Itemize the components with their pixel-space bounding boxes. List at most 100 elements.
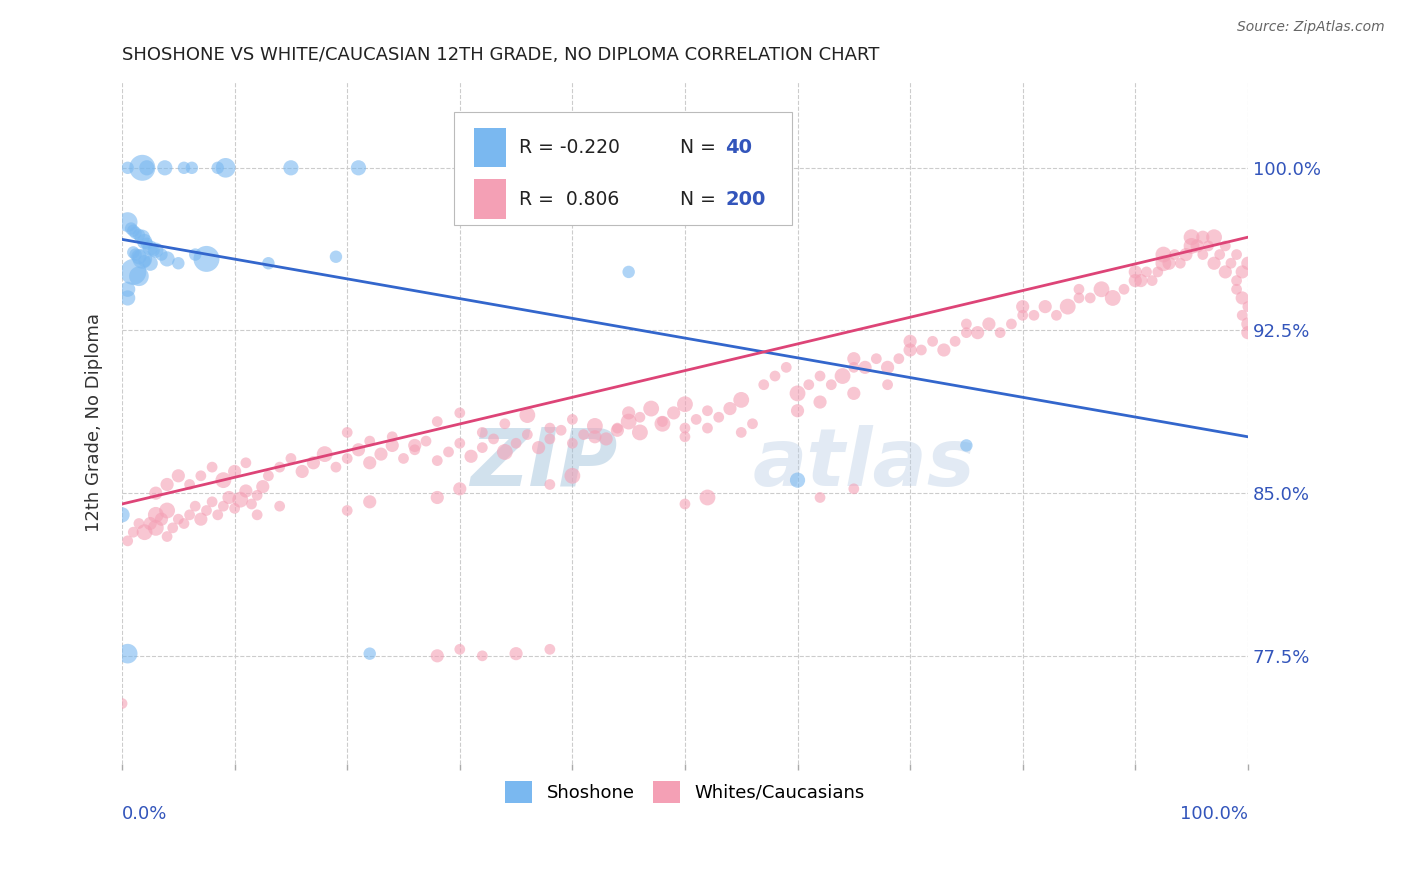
Point xyxy=(1185,239,1208,253)
Point xyxy=(392,451,415,466)
Point xyxy=(190,468,212,483)
Point xyxy=(775,360,797,375)
Point xyxy=(1033,300,1056,314)
Point xyxy=(347,161,370,175)
Point xyxy=(482,432,505,446)
Point xyxy=(898,334,921,349)
Point xyxy=(921,334,943,349)
Point xyxy=(449,406,471,420)
Point xyxy=(606,423,628,437)
Point xyxy=(628,410,651,425)
Point xyxy=(538,477,561,491)
Point xyxy=(797,377,820,392)
Point xyxy=(538,161,561,175)
Point xyxy=(1112,282,1135,296)
Point xyxy=(162,521,184,535)
Point xyxy=(1078,291,1101,305)
Point xyxy=(173,516,195,531)
Point xyxy=(988,326,1011,340)
Point xyxy=(1146,265,1168,279)
Point xyxy=(1191,247,1213,261)
Point xyxy=(606,421,628,435)
Point xyxy=(117,215,139,229)
Point xyxy=(1000,317,1022,331)
Point xyxy=(252,480,274,494)
Point xyxy=(179,508,201,522)
Point xyxy=(943,334,966,349)
Point xyxy=(538,642,561,657)
Point xyxy=(117,533,139,548)
Point xyxy=(685,412,707,426)
Point xyxy=(117,161,139,175)
Point xyxy=(214,161,236,175)
Point xyxy=(1067,291,1090,305)
Point xyxy=(195,503,218,517)
Point xyxy=(150,512,173,526)
Point xyxy=(269,460,291,475)
Point xyxy=(124,247,146,261)
Point xyxy=(842,360,865,375)
Point xyxy=(898,343,921,357)
Point xyxy=(673,397,696,411)
Point xyxy=(1011,300,1033,314)
Point xyxy=(1191,230,1213,244)
Point xyxy=(336,425,359,440)
Point xyxy=(505,436,527,450)
Point xyxy=(696,421,718,435)
Point xyxy=(135,161,157,175)
Point xyxy=(207,508,229,522)
Point xyxy=(876,360,898,375)
Point xyxy=(1237,256,1260,270)
Point xyxy=(325,250,347,264)
Point xyxy=(1208,247,1230,261)
Point xyxy=(370,447,392,461)
Point xyxy=(131,252,153,266)
Point xyxy=(128,250,150,264)
Point xyxy=(437,445,460,459)
Point xyxy=(180,161,202,175)
Point xyxy=(808,395,831,409)
Point xyxy=(1123,265,1146,279)
FancyBboxPatch shape xyxy=(454,112,792,225)
Point xyxy=(516,427,538,442)
FancyBboxPatch shape xyxy=(474,179,506,219)
Point xyxy=(505,647,527,661)
Point xyxy=(561,436,583,450)
Point xyxy=(1202,256,1225,270)
Point xyxy=(1056,300,1078,314)
Point xyxy=(1067,282,1090,296)
Point xyxy=(707,410,730,425)
Point xyxy=(1101,291,1123,305)
Point xyxy=(662,406,685,420)
Point xyxy=(1237,300,1260,314)
Point xyxy=(167,512,190,526)
Point xyxy=(471,441,494,455)
Point xyxy=(120,221,142,235)
Point xyxy=(1232,308,1254,322)
Point xyxy=(179,477,201,491)
Point xyxy=(117,282,139,296)
Point xyxy=(808,369,831,384)
Point xyxy=(246,508,269,522)
Text: atlas: atlas xyxy=(752,425,976,503)
Point xyxy=(156,252,179,266)
Point xyxy=(257,468,280,483)
Point xyxy=(1168,256,1191,270)
Point xyxy=(449,482,471,496)
Point xyxy=(359,495,381,509)
Point xyxy=(955,438,977,452)
Point xyxy=(291,465,314,479)
Point xyxy=(460,161,482,175)
Point xyxy=(1226,247,1249,261)
Point xyxy=(449,436,471,450)
Point xyxy=(583,418,606,433)
Text: R =  0.806: R = 0.806 xyxy=(519,190,620,209)
Point xyxy=(673,497,696,511)
Point xyxy=(153,161,176,175)
Point xyxy=(1163,247,1185,261)
Point xyxy=(122,245,145,260)
Text: SHOSHONE VS WHITE/CAUCASIAN 12TH GRADE, NO DIPLOMA CORRELATION CHART: SHOSHONE VS WHITE/CAUCASIAN 12TH GRADE, … xyxy=(122,46,879,64)
Point xyxy=(415,434,437,449)
Point xyxy=(139,516,162,531)
Point xyxy=(207,161,229,175)
